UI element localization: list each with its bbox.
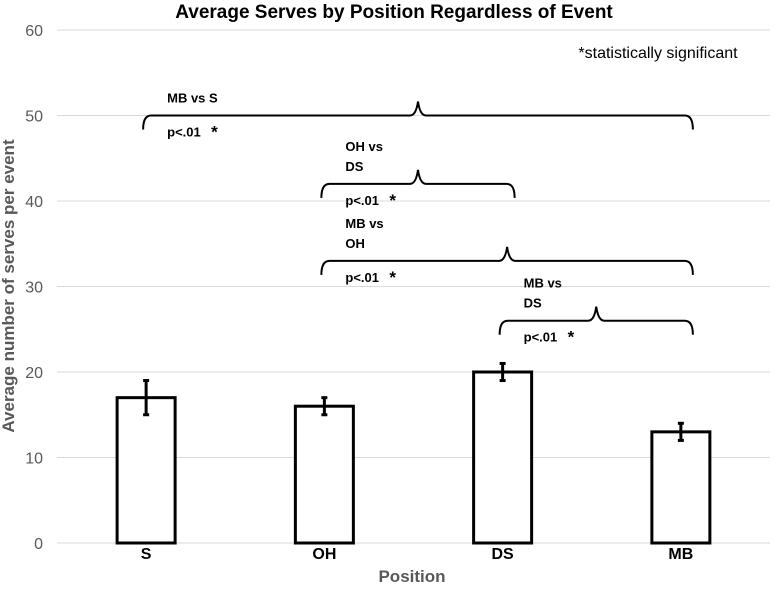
y-tick-label: 60 xyxy=(25,23,43,40)
p-value: p<.01 xyxy=(345,270,379,285)
bracket xyxy=(320,169,516,198)
error-bar-ds xyxy=(499,361,506,383)
x-tick-label-oh: OH xyxy=(312,546,336,563)
significance-star: * xyxy=(211,123,218,142)
bar-mb xyxy=(650,430,712,545)
comparison-label: MB vs xyxy=(345,216,383,231)
error-bar-oh xyxy=(321,396,328,417)
y-axis-ticks: 0 10 20 30 40 50 60 xyxy=(25,23,43,553)
significance-star: * xyxy=(389,191,396,210)
p-value: p<.01 xyxy=(167,125,201,140)
comparison-ds-mb: MB vs DS p<.01 * xyxy=(498,276,694,347)
bars xyxy=(115,370,712,545)
p-value: p<.01 xyxy=(524,330,558,345)
comparison-oh-ds: OH vs DS p<.01 * xyxy=(320,139,516,210)
bar-ds xyxy=(472,370,534,545)
bar-oh xyxy=(293,404,355,545)
comparison-label: MB vs xyxy=(524,276,562,291)
comparison-label: OH xyxy=(345,236,365,251)
comparison-label: MB vs S xyxy=(167,91,218,106)
comparison-label: DS xyxy=(345,159,363,174)
y-tick-label: 0 xyxy=(34,536,43,553)
bracket xyxy=(498,306,694,335)
comparison-label: DS xyxy=(524,296,542,311)
comparison-s-mb: MB vs S p<.01 * xyxy=(142,91,694,142)
chart-title: Average Serves by Position Regardless of… xyxy=(175,2,613,23)
bar-s xyxy=(115,396,177,545)
bracket xyxy=(320,246,694,275)
x-tick-label-ds: DS xyxy=(492,546,515,563)
y-axis-label: Average number of serves per event xyxy=(0,139,18,433)
p-value: p<.01 xyxy=(345,193,379,208)
significance-star: * xyxy=(568,328,575,347)
x-axis-label: Position xyxy=(378,567,445,586)
bracket xyxy=(142,101,694,130)
y-tick-label: 50 xyxy=(25,109,43,126)
error-bar-mb xyxy=(677,421,684,442)
x-axis-ticks: S OH DS MB xyxy=(141,546,694,563)
y-tick-label: 30 xyxy=(25,280,43,297)
x-tick-label-mb: MB xyxy=(668,546,693,563)
error-bars xyxy=(143,361,684,442)
comparison-label: OH vs xyxy=(345,139,383,154)
significance-star: * xyxy=(389,268,396,287)
y-tick-label: 10 xyxy=(25,451,43,468)
error-bar-s xyxy=(143,379,150,417)
x-tick-label-s: S xyxy=(141,546,152,563)
comparison-oh-mb: MB vs OH p<.01 * xyxy=(320,216,694,287)
y-tick-label: 40 xyxy=(25,194,43,211)
y-tick-label: 20 xyxy=(25,365,43,382)
significance-note: *statistically significant xyxy=(578,45,738,62)
